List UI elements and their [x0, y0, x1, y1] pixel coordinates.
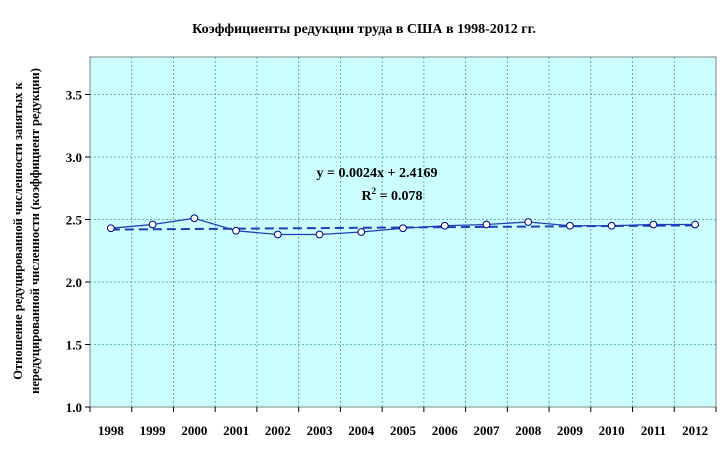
- y-tick-labels: 1.0 1.5 2.0 2.5 3.0 3.5: [66, 88, 83, 416]
- data-point: [315, 230, 324, 239]
- x-tick-label: 2004: [348, 423, 375, 438]
- x-tick-label: 2007: [473, 423, 500, 438]
- trendline-equation: y = 0.0024x + 2.4169: [317, 166, 438, 181]
- x-tick-label: 2008: [515, 423, 542, 438]
- data-point: [399, 224, 407, 233]
- y-tick-label: 3.5: [66, 88, 83, 103]
- data-point: [691, 220, 700, 229]
- data-point: [106, 224, 115, 233]
- data-point: [440, 221, 449, 230]
- data-point: [232, 226, 240, 235]
- x-tick-label: 1999: [140, 423, 167, 438]
- y-axis-title-line-1: Отношение редуцированной численности зан…: [11, 81, 25, 379]
- chart-title: Коэффициенты редукции труда в США в 1998…: [192, 22, 536, 37]
- x-tick-label: 2006: [432, 423, 459, 438]
- x-tick-label: 2010: [599, 423, 625, 438]
- y-tick-label: 2.0: [66, 275, 82, 290]
- y-tick-label: 3.0: [66, 150, 82, 165]
- x-tick-label: 2001: [223, 423, 249, 438]
- y-tick-label: 1.0: [66, 400, 82, 415]
- y-axis-title: Отношение редуцированной численности зан…: [11, 68, 42, 394]
- x-tick-label: 2002: [265, 423, 291, 438]
- r-squared-exponent: 2: [372, 186, 377, 196]
- data-point: [482, 220, 491, 229]
- y-tick-label: 2.5: [66, 213, 83, 228]
- data-point: [524, 218, 533, 226]
- x-tick-label: 1998: [98, 423, 125, 438]
- r-squared-value: = 0.078: [376, 189, 422, 204]
- x-tick-label: 2003: [307, 423, 334, 438]
- data-point: [148, 220, 157, 229]
- x-tick-label: 2000: [181, 423, 207, 438]
- r-squared-prefix: R: [361, 189, 372, 204]
- data-point: [566, 221, 574, 230]
- data-point: [190, 214, 199, 223]
- data-point: [273, 230, 282, 239]
- axes-layer: [85, 57, 717, 412]
- data-point: [607, 221, 616, 230]
- data-point: [649, 220, 658, 229]
- y-tick-label: 1.5: [66, 338, 83, 353]
- data-point: [357, 228, 366, 236]
- x-tick-label: 2011: [641, 423, 666, 438]
- series-layer: [106, 214, 700, 239]
- x-tick-labels: 1998 1999 2000 2001 2002 2003 2004 2005 2006 2007…: [98, 423, 708, 438]
- y-axis-title-line-2: нередуцированной численности (коэффициен…: [28, 68, 42, 394]
- trendline-r-squared: R2 = 0.078: [361, 186, 422, 204]
- x-tick-label: 2012: [682, 423, 708, 438]
- x-tick-label: 2005: [390, 423, 417, 438]
- x-tick-label: 2009: [557, 423, 584, 438]
